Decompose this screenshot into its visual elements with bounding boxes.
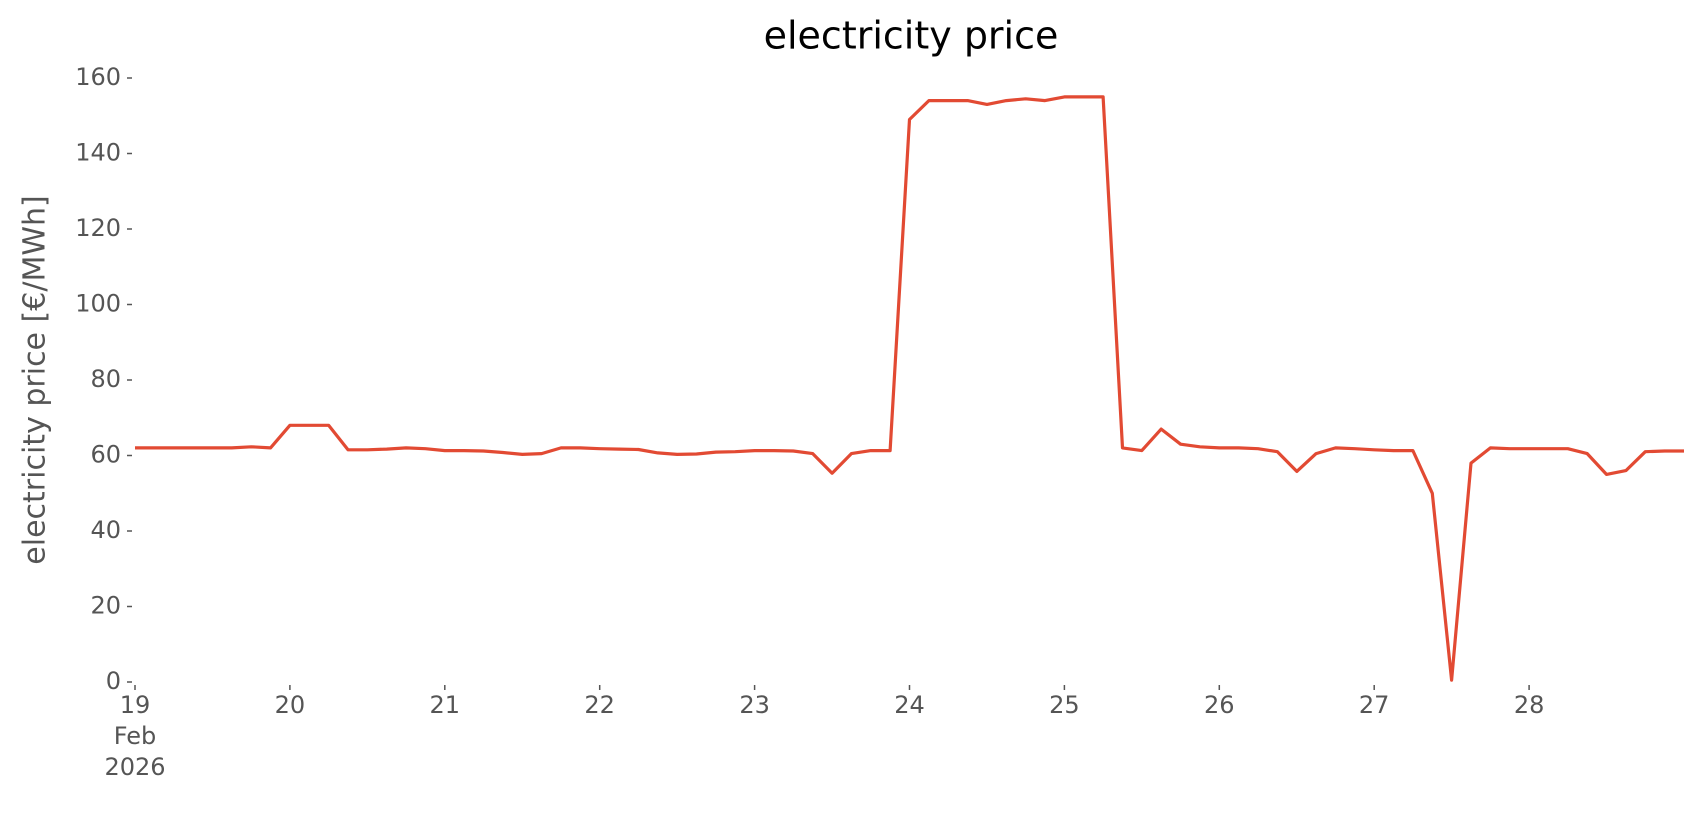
y-tick-label: 100	[75, 290, 121, 318]
y-tick-label: 140	[75, 139, 121, 167]
y-axis-label: electricity price [€/MWh]	[18, 195, 53, 564]
y-tick-label: 120	[75, 214, 121, 242]
x-tick-label: 25	[1049, 691, 1080, 719]
y-tick-label: 0	[106, 667, 121, 695]
x-tick-label: 19 Feb 2026	[104, 691, 166, 781]
x-tick-label: 20	[274, 691, 306, 719]
y-tick-label: 20	[90, 592, 121, 620]
x-tick-label: 22	[584, 691, 615, 719]
x-tick-label: 26	[1204, 691, 1235, 719]
y-tick-label: 60	[90, 441, 121, 469]
y-tick-label: 160	[75, 63, 121, 91]
x-tick-label: 27	[1358, 691, 1390, 719]
price-line	[135, 95, 1684, 682]
x-tick-label: 23	[739, 691, 770, 719]
x-tick-label: 21	[429, 691, 461, 719]
x-tick-label: 24	[894, 691, 925, 719]
y-tick-label: 80	[90, 365, 121, 393]
chart-title: electricity price	[764, 14, 1059, 58]
y-tick-label: 40	[90, 516, 121, 544]
x-tick-label: 28	[1513, 691, 1545, 719]
